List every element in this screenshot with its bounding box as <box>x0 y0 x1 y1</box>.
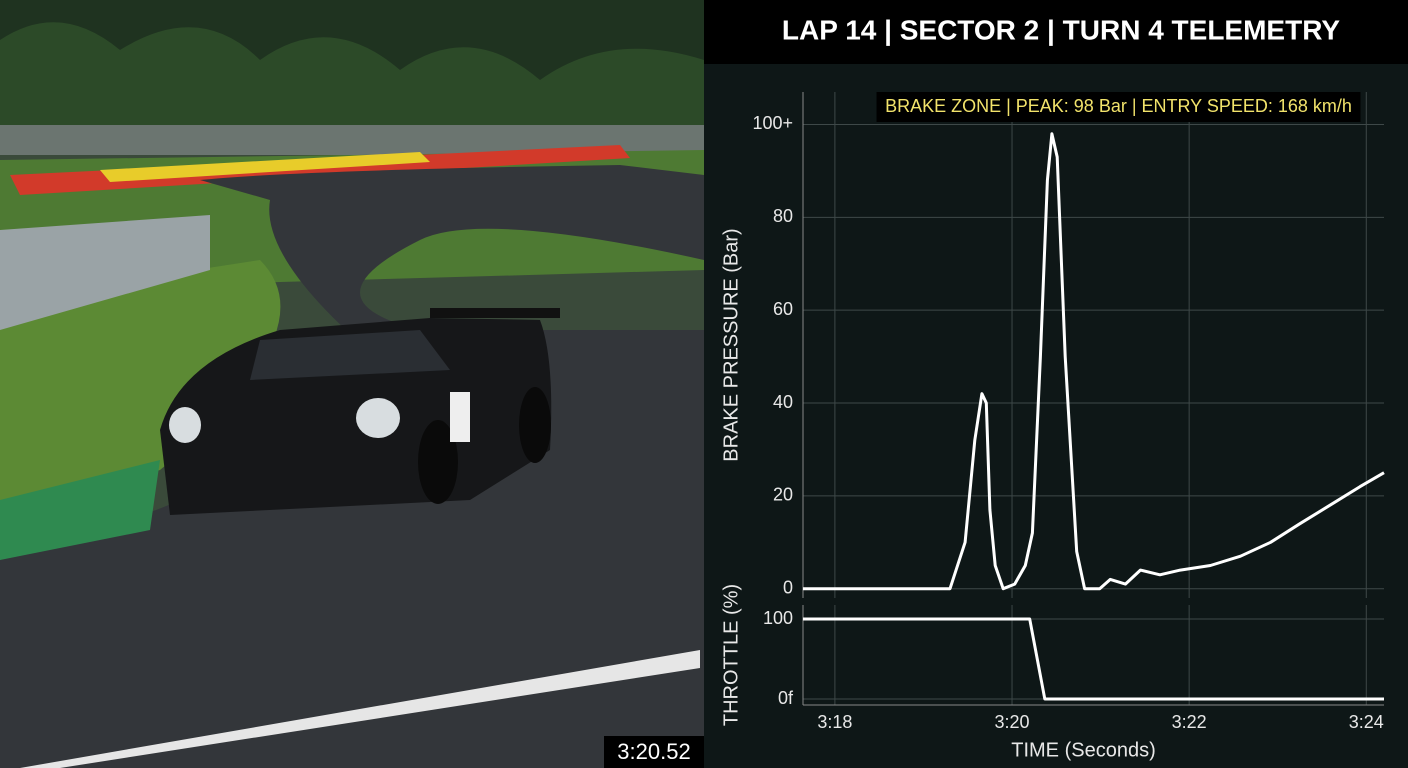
title-bar <box>704 0 1408 64</box>
tree-canopy <box>0 22 704 140</box>
car-window <box>250 330 450 380</box>
barrier <box>0 215 210 330</box>
y-axis-label: THROTTLE (%) <box>720 584 742 726</box>
y-tick-label: 100 <box>763 608 793 628</box>
race-number <box>450 392 470 442</box>
wheel <box>519 387 551 463</box>
x-axis-label: TIME (Seconds) <box>1011 739 1155 761</box>
headlight <box>356 398 400 438</box>
y-tick-label: 0 <box>783 577 793 597</box>
kerb-yellow <box>100 152 430 182</box>
wheel <box>418 420 458 504</box>
y-tick-label: 40 <box>773 392 793 412</box>
y-tick-label: 80 <box>773 206 793 226</box>
headlight <box>169 407 201 443</box>
charts: 0 20 40 60 80 100+ BRAKE PRESSURE (Bar) BRAKE Z… <box>720 92 1385 761</box>
kerb-red <box>10 145 630 195</box>
data-line <box>803 132 1385 591</box>
telemetry-panel <box>704 0 1408 768</box>
y-tick-label: 0f <box>778 688 794 708</box>
kerb-green <box>0 460 160 560</box>
race-photo: 3:20.52 <box>0 0 704 768</box>
track-line <box>20 650 700 768</box>
x-tick-label: 3:22 <box>1172 712 1207 732</box>
timestamp-box <box>604 736 704 768</box>
y-tick-label: 60 <box>773 299 793 319</box>
x-tick-label: 3:18 <box>817 712 852 732</box>
panel-title: LAP 14 | SECTOR 2 | TURN 4 TELEMETRY <box>782 14 1340 45</box>
x-tick-label: 3:24 <box>1349 712 1384 732</box>
x-tick-label: 3:20 <box>994 712 1029 732</box>
y-axis-label: BRAKE PRESSURE (Bar) <box>720 228 742 461</box>
timestamp: 3:20.52 <box>617 739 690 764</box>
y-tick-label: 20 <box>773 485 793 505</box>
data-line <box>803 617 1384 701</box>
grass-near <box>0 260 281 520</box>
annotation: BRAKE ZONE | PEAK: 98 Bar | ENTRY SPEED:… <box>885 96 1352 116</box>
y-tick-label: 100+ <box>752 113 793 133</box>
car-wing <box>430 308 560 318</box>
annotation-box <box>876 92 1361 122</box>
